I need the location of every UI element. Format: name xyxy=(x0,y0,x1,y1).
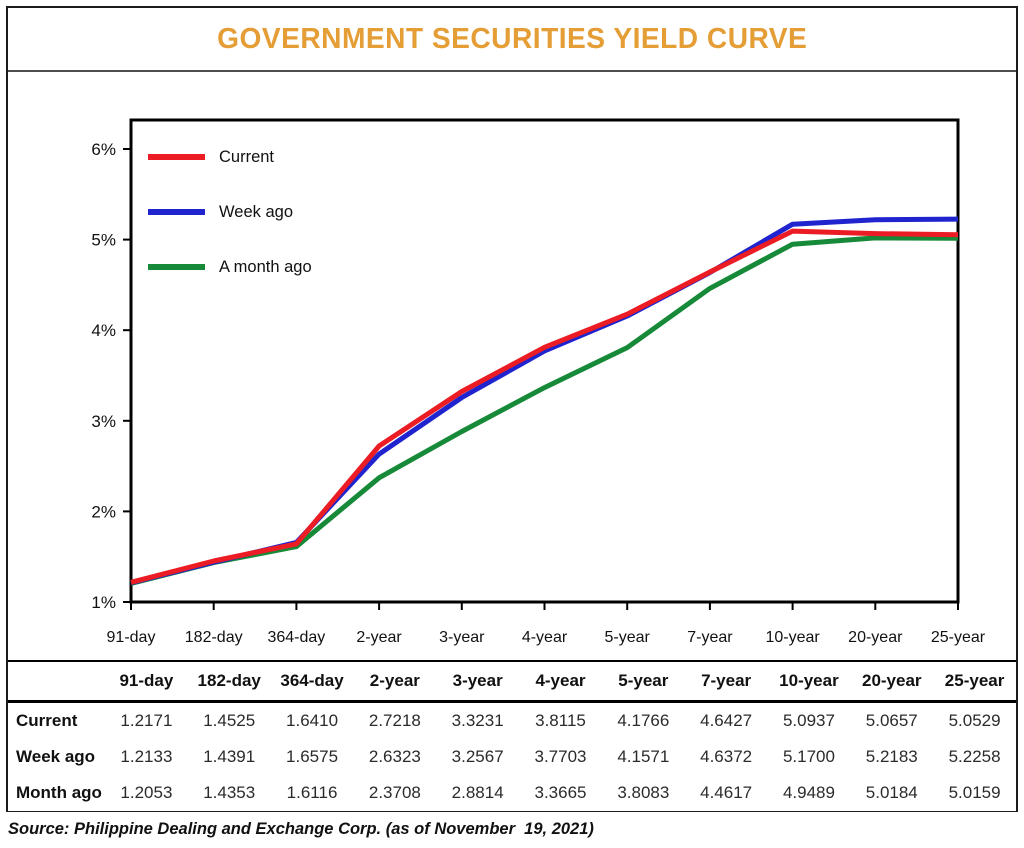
table-value-cell: 4.1766 xyxy=(617,711,670,730)
table-value-cell: 3.3665 xyxy=(534,783,587,802)
table-header-cell: 25-year xyxy=(944,671,1005,690)
table-value-cell: 4.6427 xyxy=(700,711,753,730)
legend-label-current: Current xyxy=(219,147,275,166)
table-value-cell: 3.2567 xyxy=(451,747,504,766)
table-value-cell: 1.6575 xyxy=(286,747,339,766)
table-value-cell: 3.7703 xyxy=(534,747,587,766)
table-header-cell: 7-year xyxy=(701,671,752,690)
x-axis-tick-label: 2-year xyxy=(356,629,402,646)
table-row-label: Current xyxy=(16,711,78,730)
y-axis-tick-label: 1% xyxy=(91,593,116,612)
y-axis-tick-label: 2% xyxy=(91,502,116,521)
table-header-row: 91-day 182-day 364-day 2-year 3-year 4-year 5-… xyxy=(8,662,1016,703)
table-value-cell: 4.4617 xyxy=(700,783,753,802)
table-value-cell: 2.6323 xyxy=(368,747,421,766)
y-axis-tick-label: 4% xyxy=(91,321,116,340)
yield-line-current xyxy=(130,228,959,585)
legend-line-swatch-month-ago xyxy=(148,264,205,270)
table-value-cell: 3.8083 xyxy=(617,783,670,802)
legend-item-month-ago: A month ago xyxy=(148,257,312,277)
y-axis-tick-label: 5% xyxy=(91,231,116,250)
x-axis-tick-label: 3-year xyxy=(439,629,485,646)
x-axis-tick-label: 91-day xyxy=(107,629,156,646)
table-header-cell: 364-day xyxy=(280,671,344,690)
table-value-cell: 5.0937 xyxy=(782,711,835,730)
x-axis-tick-label: 4-year xyxy=(522,629,568,646)
table-value-cell: 4.9489 xyxy=(782,783,835,802)
table-row: Month ago 1.2053 1.4353 1.6116 2.3708 2.8814 3… xyxy=(8,775,1016,811)
x-axis-tick-label: 10-year xyxy=(765,629,820,646)
table-header-cell: 5-year xyxy=(618,671,669,690)
table-value-cell: 5.2183 xyxy=(865,747,918,766)
chart-region: 1% 2% 3% 4% 5% 6% 91-day 182-day 364-day 2-year 3-… xyxy=(8,72,1012,660)
legend-line-swatch-week-ago xyxy=(148,209,205,215)
table-value-cell: 1.4353 xyxy=(203,783,256,802)
table-header-cell: 91-day xyxy=(119,671,174,690)
x-axis-tick-label: 25-year xyxy=(931,629,986,646)
table-value-cell: 1.2133 xyxy=(120,747,173,766)
x-axis-tick-label: 182-day xyxy=(185,629,243,646)
table-row-label: Week ago xyxy=(16,747,96,766)
page-title: GOVERNMENT SECURITIES YIELD CURVE xyxy=(216,22,808,55)
table-value-cell: 1.4391 xyxy=(203,747,256,766)
table-value-cell: 1.6410 xyxy=(286,711,339,730)
table-row-label: Month ago xyxy=(16,783,102,802)
table-value-cell: 1.6116 xyxy=(286,783,338,802)
yield-curve-chart: 1% 2% 3% 4% 5% 6% 91-day 182-day 364-day 2-year 3-… xyxy=(91,118,986,646)
table-value-cell: 5.0657 xyxy=(865,711,918,730)
table-value-cell: 3.3231 xyxy=(451,711,504,730)
table-body: Current 1.2171 1.4525 1.6410 2.7218 3.3231 3.8… xyxy=(8,703,1016,811)
table-value-cell: 5.2258 xyxy=(948,747,1001,766)
legend-line-swatch-current xyxy=(148,154,205,160)
table-value-cell: 3.8115 xyxy=(535,711,586,730)
table-value-cell: 5.0159 xyxy=(948,783,1001,802)
chart-frame: GOVERNMENT SECURITIES YIELD CURVE 1% 2% 3%… xyxy=(6,6,1018,812)
table-value-cell: 5.0529 xyxy=(948,711,1001,730)
legend-item-week-ago: Week ago xyxy=(148,202,312,222)
table-value-cell: 4.1571 xyxy=(617,747,670,766)
table-row: Week ago 1.2133 1.4391 1.6575 2.6323 3.2567 3.… xyxy=(8,739,1016,775)
table-value-cell: 5.1700 xyxy=(782,747,835,766)
x-axis-tick-label: 5-year xyxy=(605,629,651,646)
table-header-cell: 182-day xyxy=(197,671,261,690)
y-axis-tick-label: 6% xyxy=(91,140,116,159)
chart-legend: Current Week ago A month ago xyxy=(148,147,312,312)
y-axis-tick-label: 3% xyxy=(91,412,116,431)
legend-item-current: Current xyxy=(148,147,312,167)
table-value-cell: 1.2171 xyxy=(120,711,173,730)
table-header-cell: 2-year xyxy=(369,671,420,690)
table-value-cell: 2.3708 xyxy=(368,783,421,802)
x-axis-tick-label: 7-year xyxy=(687,629,733,646)
table-value-cell: 5.0184 xyxy=(865,783,918,802)
x-axis-tick-label: 20-year xyxy=(848,629,903,646)
legend-label-week-ago: Week ago xyxy=(219,202,293,221)
table-header-cell: 3-year xyxy=(452,671,503,690)
table-header-cell: 10-year xyxy=(779,671,839,690)
table-row: Current 1.2171 1.4525 1.6410 2.7218 3.3231 3.8… xyxy=(8,703,1016,739)
table-value-cell: 2.8814 xyxy=(451,783,504,802)
table-value-cell: 1.4525 xyxy=(203,711,256,730)
legend-label-month-ago: A month ago xyxy=(219,257,312,276)
source-note: Source: Philippine Dealing and Exchange … xyxy=(8,820,594,838)
table-value-cell: 4.6372 xyxy=(700,747,753,766)
table-header-cell: 20-year xyxy=(861,671,922,690)
x-axis-tick-label: 364-day xyxy=(267,629,325,646)
yield-table: 91-day 182-day 364-day 2-year 3-year 4-year 5-… xyxy=(8,660,1016,811)
table-value-cell: 1.2053 xyxy=(120,783,173,802)
table-header-cell: 4-year xyxy=(535,671,586,690)
table-value-cell: 2.7218 xyxy=(368,711,421,730)
title-bar: GOVERNMENT SECURITIES YIELD CURVE xyxy=(8,8,1016,72)
